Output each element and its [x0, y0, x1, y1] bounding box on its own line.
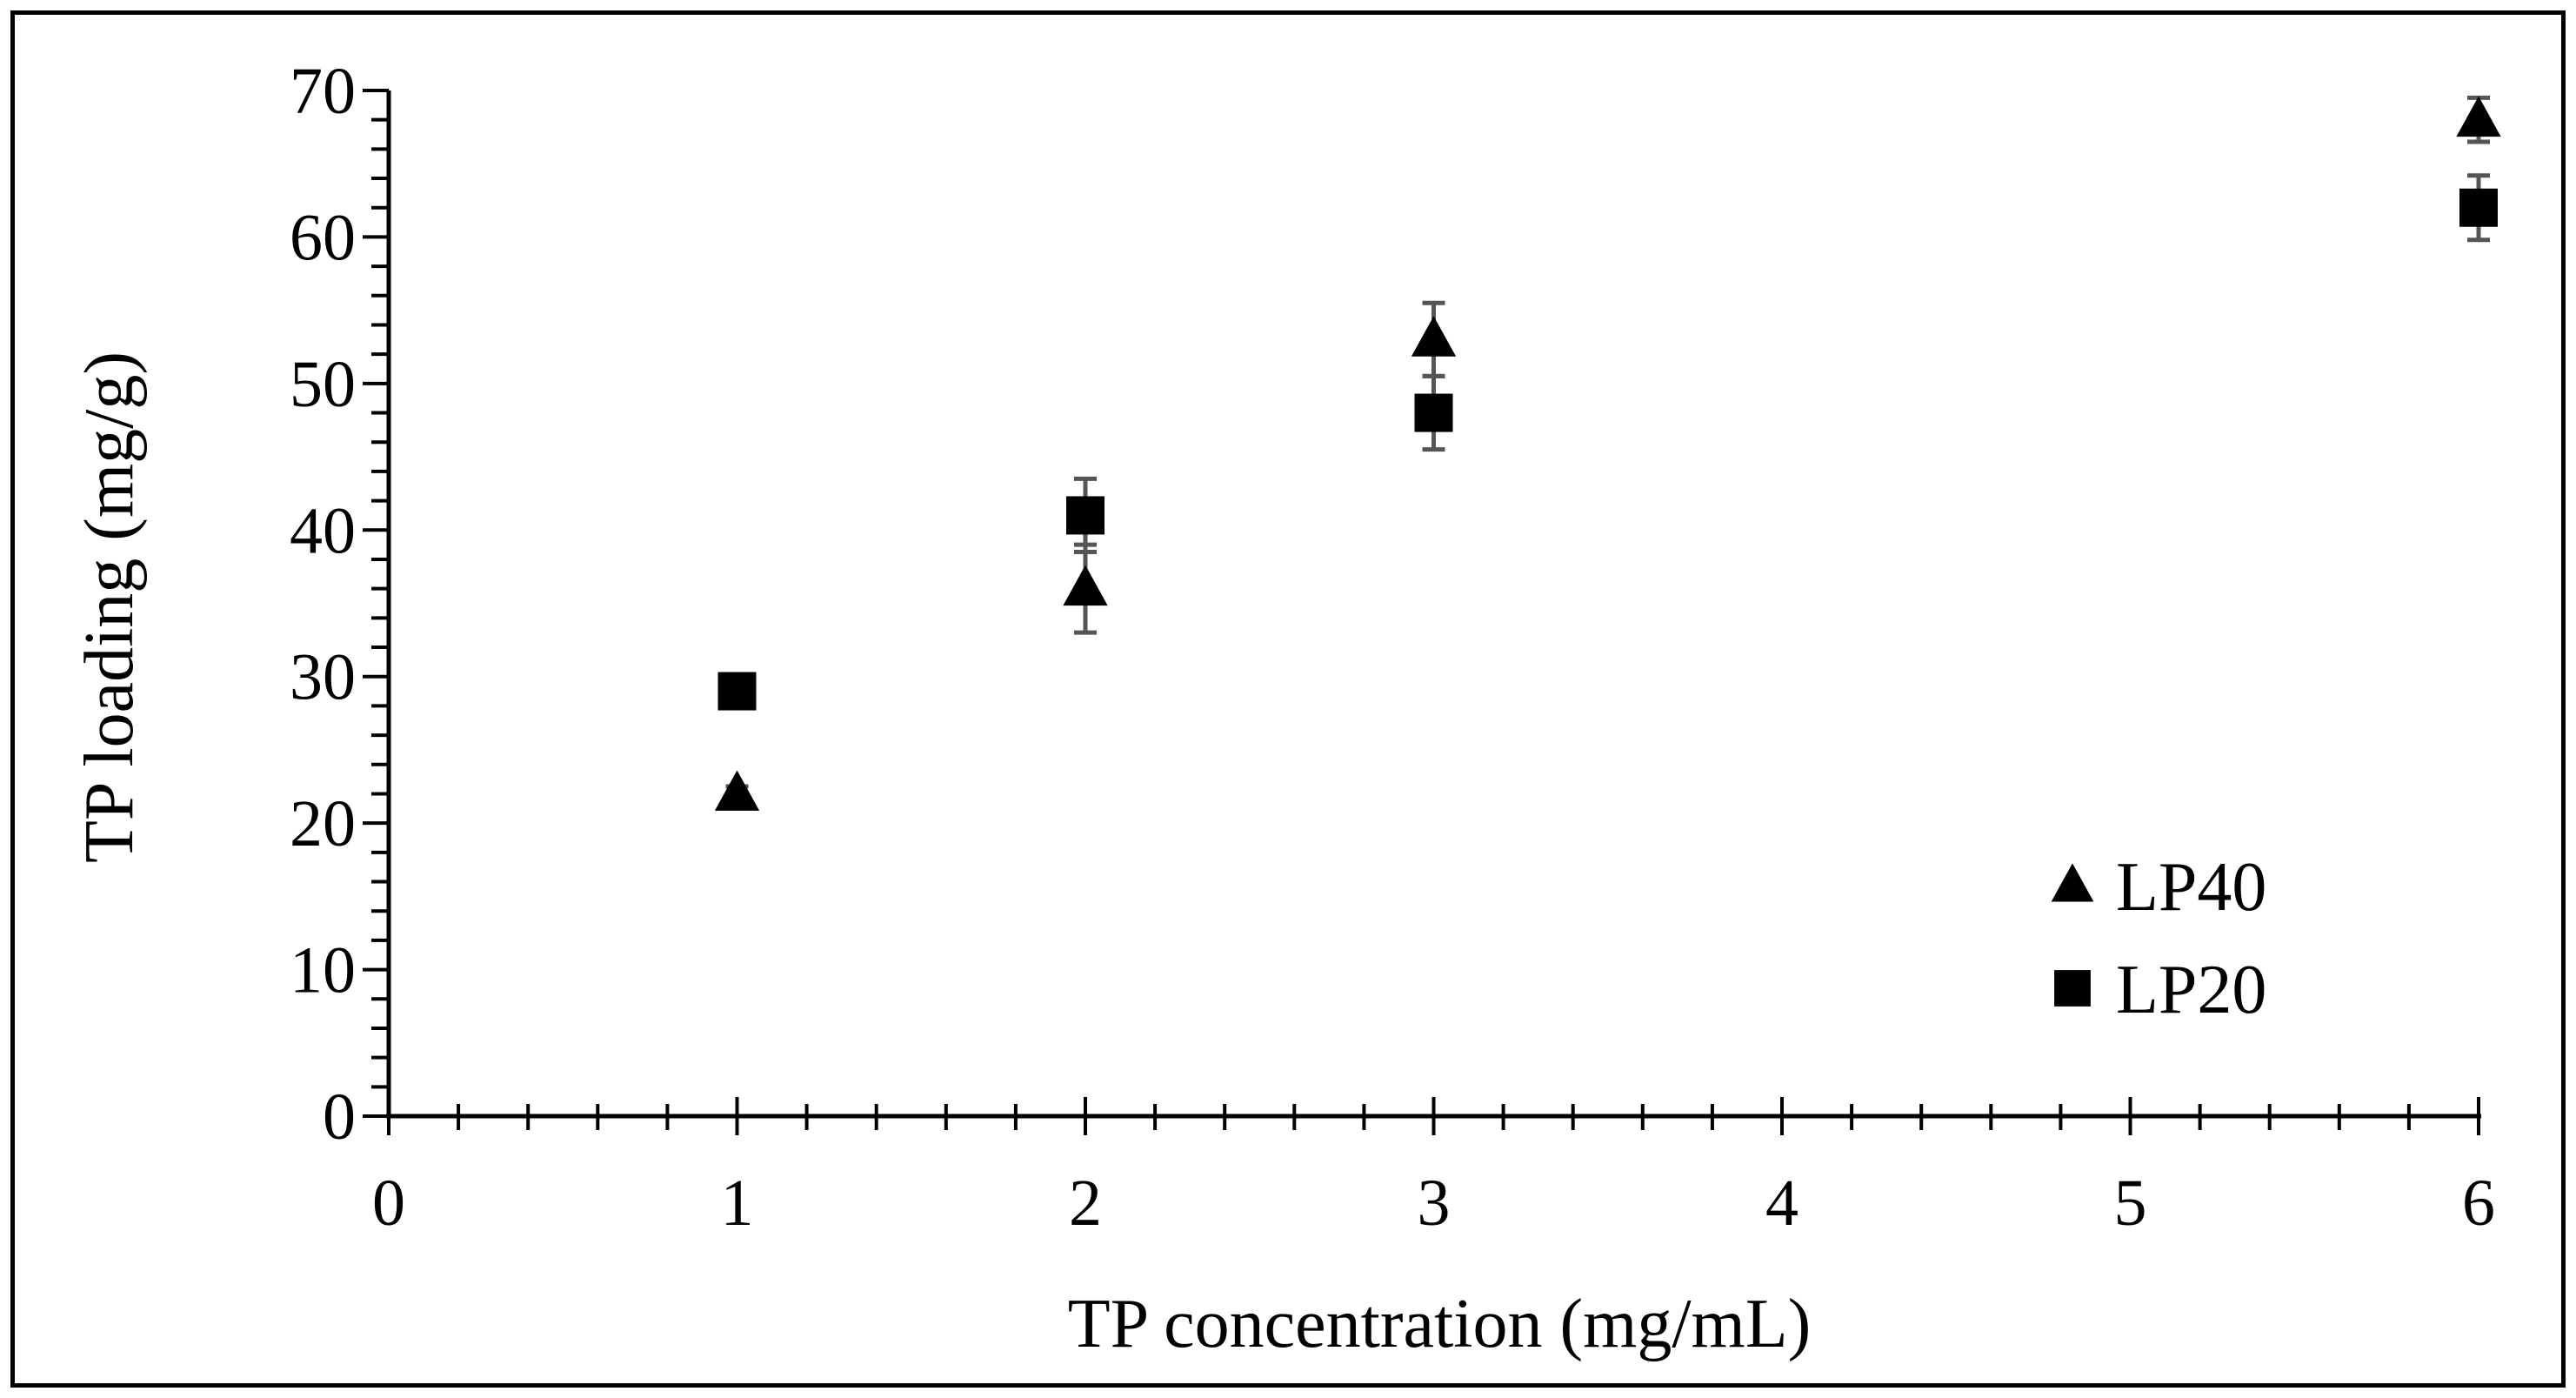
y-tick-label: 70 — [290, 55, 356, 128]
legend-lp20-label: LP20 — [2116, 952, 2266, 1028]
lp20-point — [2459, 188, 2498, 227]
y-axis-title: TP loading (mg/g) — [71, 351, 148, 863]
legend-lp40-label: LP40 — [2116, 849, 2266, 926]
lp20-point — [1066, 496, 1104, 535]
chart-frame — [10, 10, 2566, 1388]
x-tick-label: 4 — [1765, 1167, 1799, 1240]
y-tick-label: 0 — [323, 1080, 356, 1154]
ticks — [363, 89, 2480, 1135]
x-tick-label: 3 — [1418, 1167, 1451, 1240]
legend-lp20-marker — [2054, 970, 2091, 1007]
legend-lp40-marker — [2051, 863, 2094, 902]
y-tick-label: 10 — [290, 934, 356, 1007]
lp40-point — [1063, 565, 1108, 606]
lp20-point — [1414, 393, 1453, 432]
lp40-point — [714, 770, 760, 811]
y-tick-label: 60 — [290, 201, 356, 274]
y-tick-label: 50 — [290, 348, 356, 421]
x-axis-title: TP concentration (mg/mL) — [1068, 1286, 1812, 1362]
data-markers — [714, 96, 2501, 811]
tick-labels: 0 10 20 30 40 50 60 70 0 1 2 3 4 5 6 — [290, 55, 2495, 1240]
x-tick-label: 1 — [721, 1167, 754, 1240]
legend: LP40 LP20 — [2051, 849, 2266, 1028]
y-tick-label: 40 — [290, 494, 356, 567]
x-tick-label: 5 — [2114, 1167, 2147, 1240]
lp20-point — [717, 672, 757, 711]
y-tick-label: 20 — [290, 787, 356, 860]
x-tick-label: 6 — [2462, 1167, 2495, 1240]
error-bars — [725, 95, 2490, 804]
x-tick-label: 2 — [1069, 1167, 1102, 1240]
lp40-point — [1411, 316, 1457, 357]
x-tick-label: 0 — [372, 1167, 405, 1240]
y-tick-label: 30 — [290, 641, 356, 714]
lp40-point — [2456, 96, 2501, 137]
